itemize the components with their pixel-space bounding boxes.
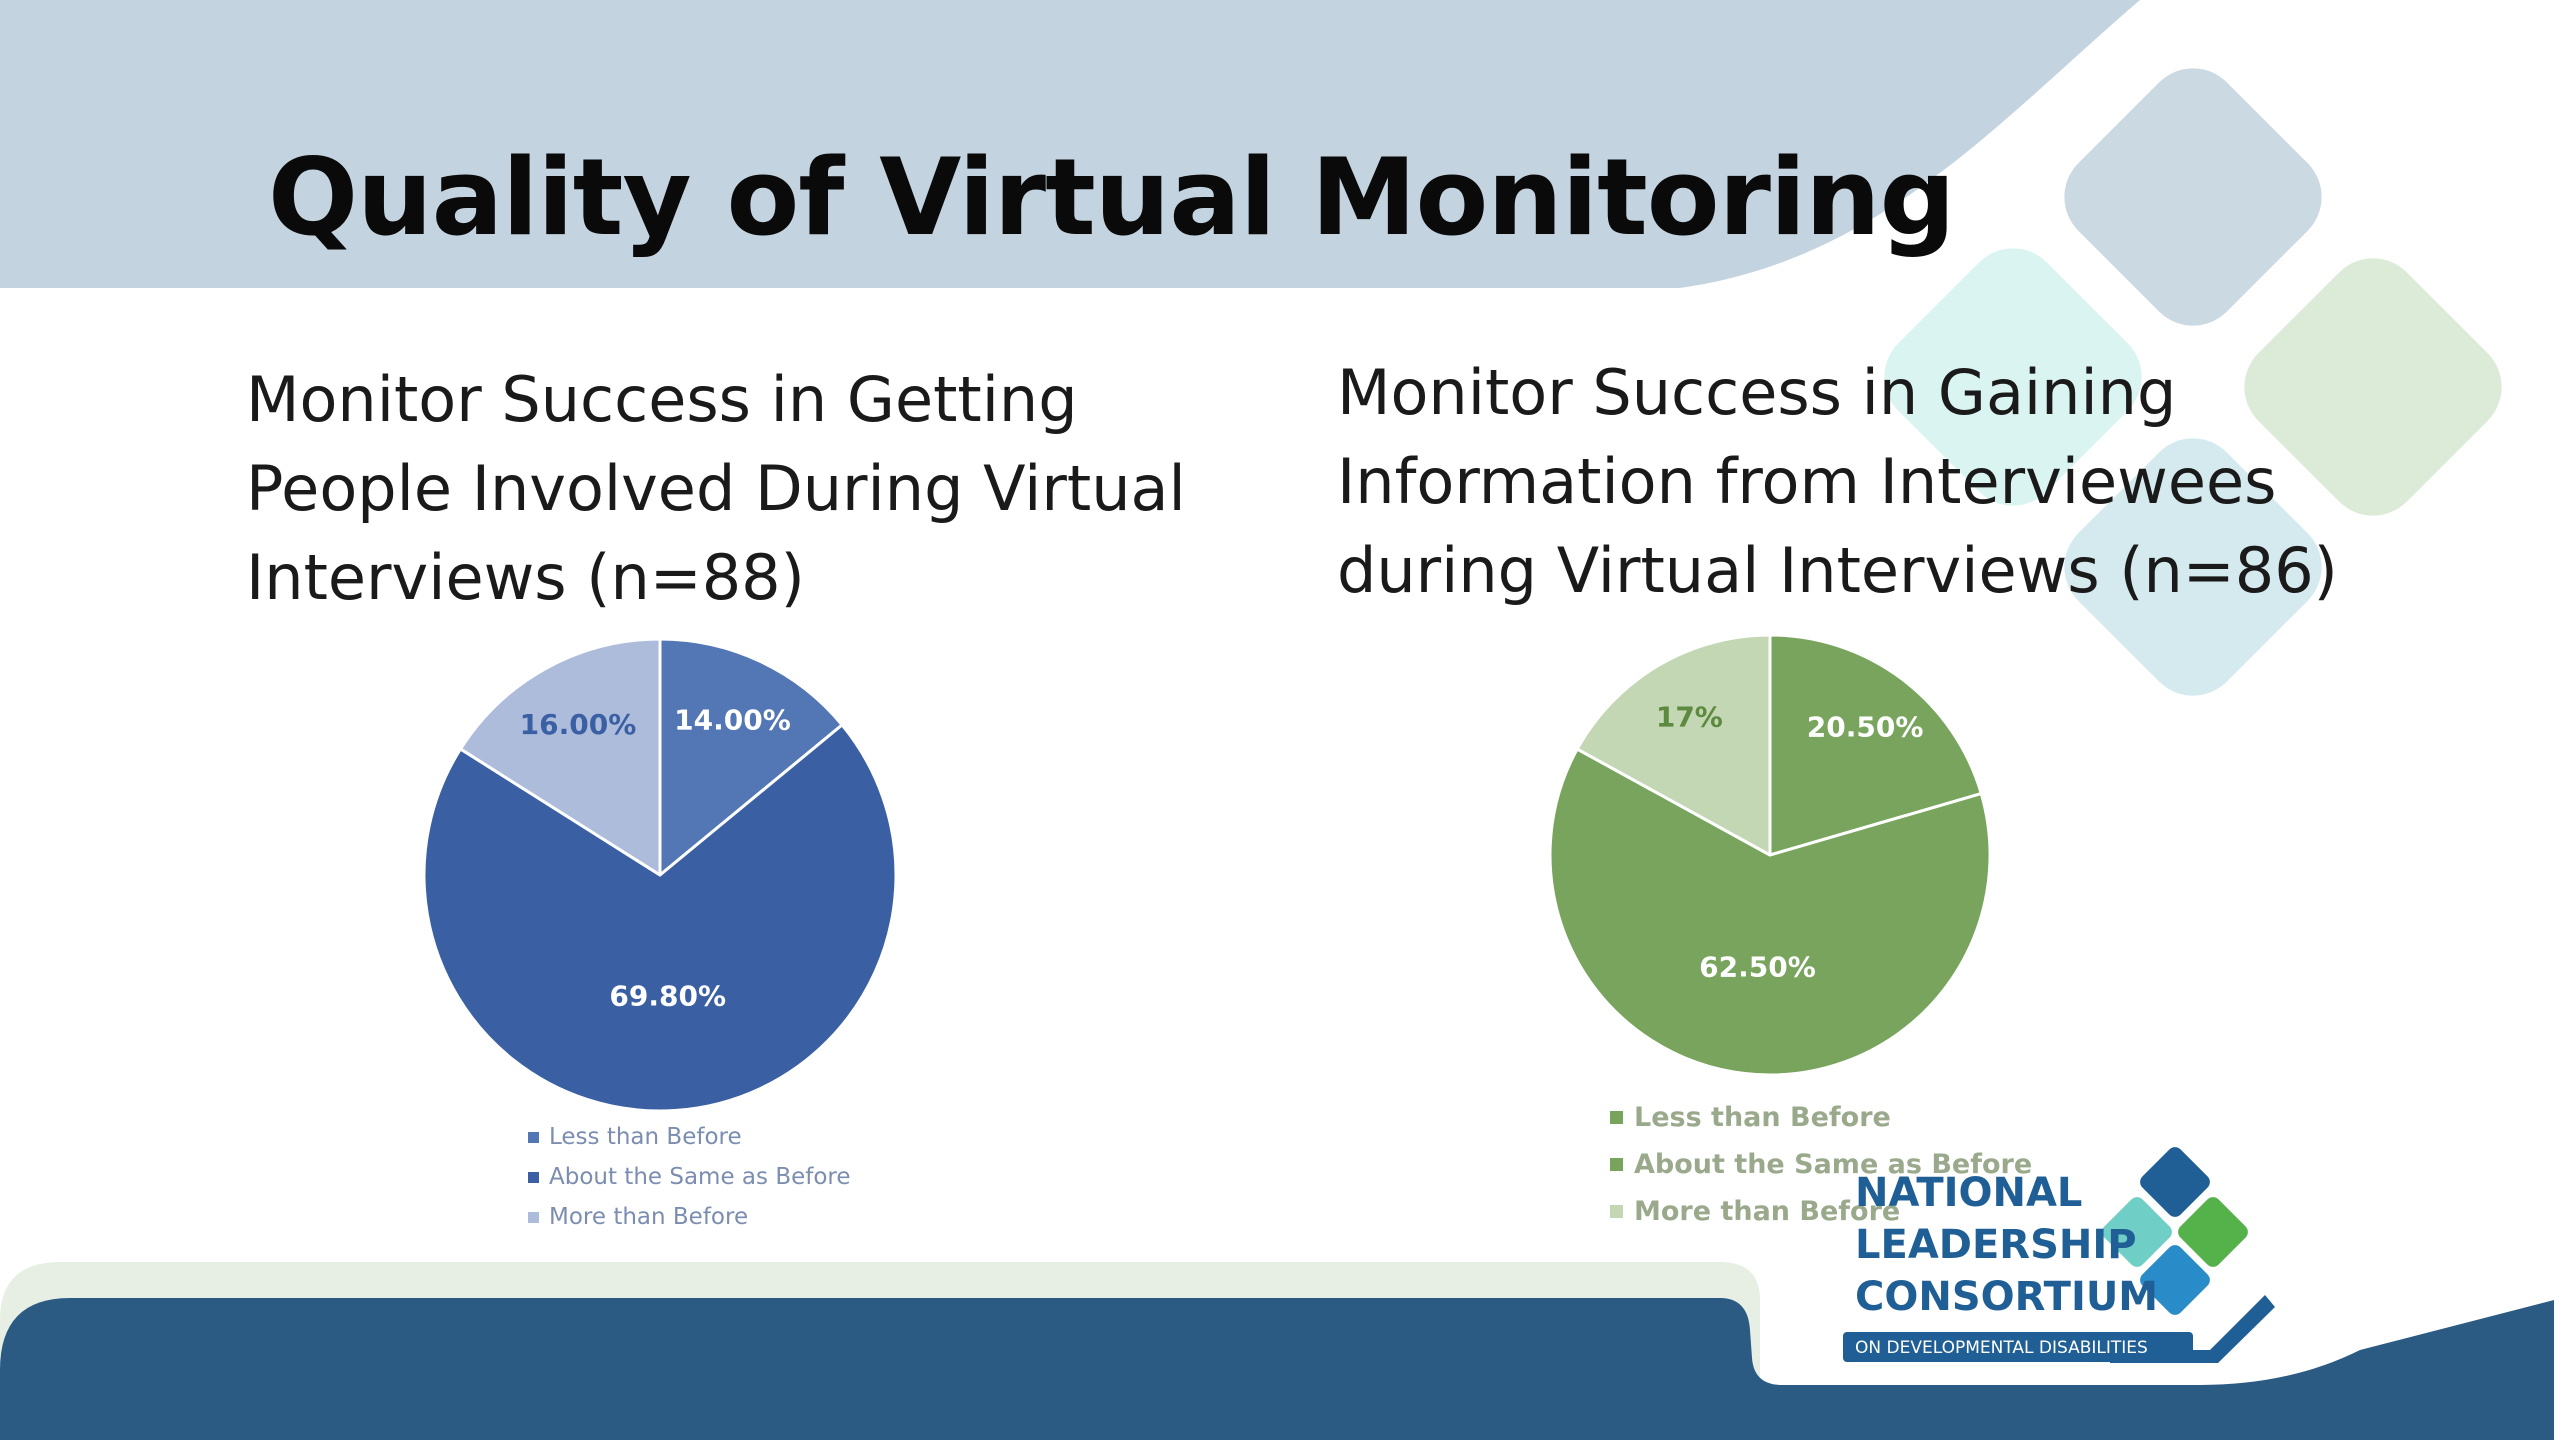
chart-title-line: Interviews (n=88) <box>246 541 805 614</box>
chart-title-line: during Virtual Interviews (n=86) <box>1337 534 2338 607</box>
legend-item: More than Before <box>1610 1188 2032 1235</box>
logo-swoosh <box>2110 1295 2275 1363</box>
pie-data-label: 16.00% <box>520 708 637 741</box>
decor-diamond-top <box>2064 68 2322 326</box>
legend-swatch <box>528 1131 539 1143</box>
logo-text-national: NATIONAL <box>1855 1170 2083 1216</box>
decor-diamond-right <box>2244 258 2502 516</box>
pie-chart-gaining-information: 20.50% 62.50% 17% <box>1548 633 1992 1077</box>
legend-label: About the Same as Before <box>1634 1149 2033 1180</box>
decorative-diamonds <box>1884 68 2502 696</box>
header-band <box>0 0 2140 288</box>
legend-people-involved: Less than Before About the Same as Before… <box>528 1117 851 1237</box>
legend-label: Less than Before <box>549 1124 742 1150</box>
pie-data-label: 14.00% <box>674 703 791 736</box>
chart-title-line: People Involved During Virtual <box>246 452 1186 525</box>
legend-label: More than Before <box>549 1204 749 1230</box>
legend-swatch <box>528 1171 539 1183</box>
legend-swatch <box>1610 1111 1623 1124</box>
legend-item: Less than Before <box>1610 1094 2032 1141</box>
legend-label: About the Same as Before <box>549 1164 851 1190</box>
slide-title: Quality of Virtual Monitoring <box>268 136 1956 259</box>
decor-diamond-bottom <box>2064 438 2322 696</box>
pie-slice <box>422 723 898 1113</box>
pie-slice <box>658 637 844 877</box>
logo-text-leadership: LEADERSHIP <box>1855 1222 2137 1268</box>
legend-label: Less than Before <box>1634 1102 1891 1133</box>
legend-item: Less than Before <box>528 1117 851 1157</box>
decor-diamond-left <box>1884 248 2142 506</box>
legend-swatch <box>528 1211 539 1223</box>
pie-slice <box>1548 747 1992 1077</box>
logo-tagline-bar <box>1843 1332 2193 1362</box>
legend-item: More than Before <box>528 1197 851 1237</box>
pie-data-label: 17% <box>1656 701 1723 734</box>
logo-diamond-top <box>2140 1147 2210 1217</box>
chart-title-line: Monitor Success in Getting <box>246 363 1078 436</box>
pie-chart-people-involved: 14.00% 69.80% 16.00% <box>422 637 898 1113</box>
pie-data-label: 69.80% <box>609 979 726 1012</box>
chart-title-gaining-information: Monitor Success in Gaining Information f… <box>1337 348 2387 615</box>
logo-diamond-mark <box>2102 1147 2275 1363</box>
chart-title-line: Monitor Success in Gaining <box>1337 356 2177 429</box>
legend-label: More than Before <box>1634 1196 1901 1227</box>
pie-slice <box>1768 633 1983 857</box>
legend-item: About the Same as Before <box>528 1157 851 1197</box>
pie-data-label: 62.50% <box>1699 951 1816 984</box>
legend-item: About the Same as Before <box>1610 1141 2032 1188</box>
footer-band <box>0 1298 2554 1440</box>
nlc-logo: NATIONAL LEADERSHIP CONSORTIUM ON DEVELO… <box>1835 1147 2295 1370</box>
logo-diamond-right <box>2178 1197 2248 1267</box>
legend-swatch <box>1610 1158 1623 1171</box>
legend-swatch <box>1610 1205 1623 1218</box>
logo-diamond-bottom <box>2140 1245 2210 1315</box>
logo-tagline: ON DEVELOPMENTAL DISABILITIES <box>1855 1338 2148 1358</box>
logo-diamond-left <box>2102 1197 2172 1267</box>
logo-text-consortium: CONSORTIUM <box>1855 1274 2159 1320</box>
legend-gaining-information: Less than Before About the Same as Before… <box>1610 1094 2032 1235</box>
chart-title-line: Information from Interviewees <box>1337 445 2277 518</box>
pie-data-label: 20.50% <box>1807 710 1924 743</box>
pie-slice <box>458 637 662 877</box>
chart-title-people-involved: Monitor Success in Getting People Involv… <box>246 355 1246 622</box>
pie-slice <box>1575 633 1772 857</box>
